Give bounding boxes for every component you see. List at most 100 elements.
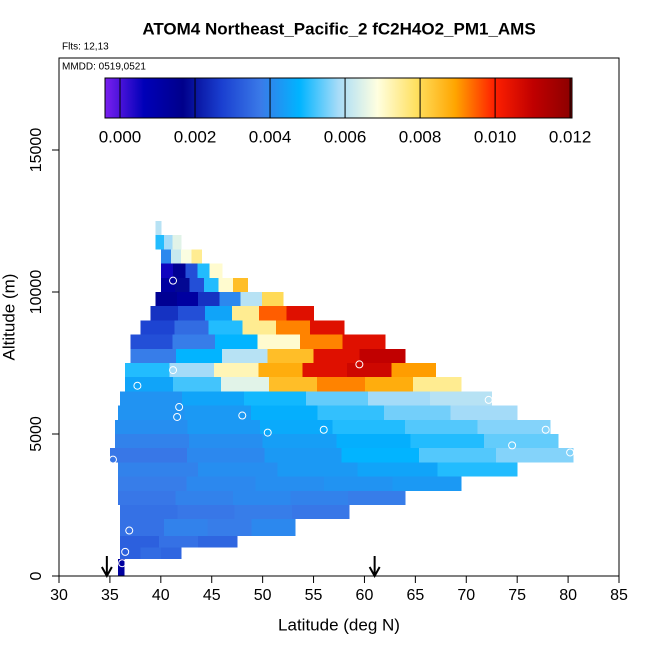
heatmap-cell	[120, 391, 183, 406]
heatmap-cell	[140, 320, 175, 335]
heatmap-cell	[305, 391, 369, 406]
heatmap-cell	[251, 405, 319, 420]
sample-point	[263, 428, 272, 437]
x-tick-label: 75	[508, 587, 526, 604]
sample-point	[566, 448, 575, 457]
y-tick-label: 0	[28, 571, 45, 580]
heatmap-cell	[259, 419, 333, 435]
heatmap-cell	[257, 334, 301, 349]
heatmap-cell	[317, 405, 385, 420]
heatmap-cell	[357, 462, 438, 477]
heatmap-cell	[125, 363, 171, 378]
sample-point	[173, 412, 182, 421]
heatmap-cell	[186, 476, 256, 491]
heatmap-cell	[207, 519, 252, 537]
heatmap-cell	[176, 348, 223, 364]
heatmap-cell	[197, 263, 211, 278]
sample-point	[319, 425, 328, 434]
heatmap-cell	[258, 363, 304, 378]
heatmap-cell	[177, 306, 206, 321]
sample-point	[169, 276, 178, 285]
heatmap-cell	[187, 419, 261, 435]
heatmap-cell	[140, 547, 162, 559]
heatmap-cell	[175, 490, 234, 506]
colorbar-tick-label: 0.012	[549, 127, 592, 146]
colorbar-tick-label: 0.000	[99, 127, 142, 146]
y-tick-label: 5000	[28, 416, 45, 452]
chart-title: ATOM4 Northeast_Pacific_2 fC2H4O2_PM1_AM…	[142, 19, 535, 38]
heatmap-cell	[341, 448, 420, 463]
heatmap-cell	[150, 306, 179, 321]
heatmap-cell	[120, 519, 165, 537]
x-tick-label: 35	[101, 587, 119, 604]
heatmap-cell	[173, 377, 222, 392]
x-tick-label: 85	[610, 587, 628, 604]
heatmap-cell	[130, 348, 177, 364]
heatmap-cell	[264, 448, 343, 463]
heatmap-cell	[291, 505, 350, 520]
heatmap-cell	[269, 377, 318, 392]
heatmap-cell	[359, 348, 406, 364]
sample-point	[238, 411, 247, 420]
heatmap-cell	[174, 320, 209, 335]
heatmap-cell	[418, 448, 497, 463]
heatmap-cell	[367, 391, 431, 406]
heatmap-cell	[120, 505, 178, 520]
heatmap-cell	[160, 277, 176, 293]
x-tick-label: 65	[406, 587, 424, 604]
heatmap-cell	[277, 462, 359, 477]
heatmap-cell	[160, 263, 174, 278]
heatmap-cell	[118, 476, 188, 491]
heatmap-cell	[429, 391, 493, 406]
heatmap-cell	[120, 547, 141, 559]
heatmap-cell	[392, 476, 462, 491]
heatmap-cell	[189, 277, 205, 293]
heatmap-cell	[232, 306, 260, 321]
heatmap-cell	[204, 306, 233, 321]
heatmap-cell	[332, 419, 406, 435]
sample-point	[125, 526, 134, 535]
sample-point	[175, 403, 184, 412]
heatmap-cell	[313, 348, 360, 364]
heatmap-cell	[120, 536, 160, 548]
heatmap-cell	[232, 277, 248, 293]
heatmap-cell	[413, 377, 462, 392]
heatmap-cell	[118, 490, 176, 506]
heatmap-cell	[243, 391, 307, 406]
heatmap-cell	[115, 434, 190, 449]
x-tick-label: 40	[152, 587, 170, 604]
heatmap-cell	[240, 292, 263, 307]
heatmap-cell	[118, 558, 125, 576]
heatmap-cell	[172, 334, 216, 349]
sample-point	[108, 455, 117, 464]
heatmap-cell	[391, 363, 437, 378]
sample-point	[355, 360, 364, 369]
plot-frame	[58, 57, 620, 577]
heatmap-cell	[276, 320, 311, 335]
heatmap-cell	[347, 363, 392, 378]
heatmap-cell	[159, 536, 199, 548]
heatmap	[109, 221, 574, 576]
x-tick-label: 30	[50, 587, 68, 604]
colorbar-tick-label: 0.008	[399, 127, 442, 146]
heatmap-cell	[404, 419, 478, 435]
sample-point	[484, 395, 493, 404]
heatmap-cell	[317, 377, 366, 392]
arrow	[100, 556, 113, 579]
x-tick-label: 60	[356, 587, 374, 604]
heatmap-cell	[160, 547, 182, 559]
x-tick-label: 50	[254, 587, 272, 604]
heatmap-cell	[188, 434, 264, 449]
x-axis-label: Latitude (deg N)	[278, 615, 400, 634]
heatmap-cell	[169, 363, 215, 378]
sample-point	[169, 366, 178, 375]
heatmap-cell	[232, 490, 291, 506]
heatmap-cell	[118, 405, 186, 420]
heatmap-cell	[130, 334, 174, 349]
heatmap-cell	[185, 263, 198, 278]
colorbar-tick-label: 0.006	[324, 127, 367, 146]
y-tick-label: 10000	[28, 270, 45, 315]
heatmap-cell	[215, 334, 259, 349]
sample-point	[133, 381, 142, 390]
heatmap-cell	[437, 462, 518, 477]
